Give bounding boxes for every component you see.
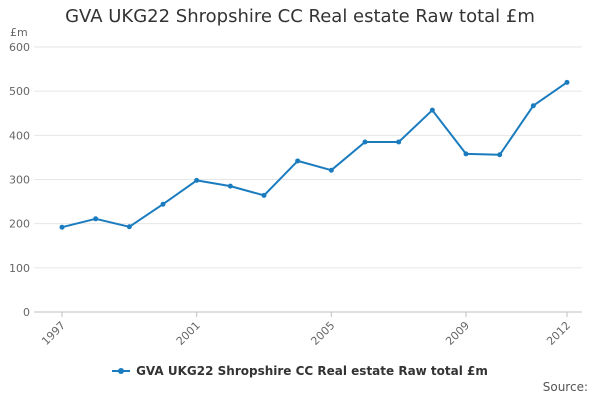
- x-tick-label: 2005: [308, 319, 337, 348]
- y-tick-label: 300: [9, 174, 30, 187]
- data-point[interactable]: [396, 139, 402, 145]
- data-point[interactable]: [362, 139, 368, 145]
- legend-line-marker-icon: [112, 366, 131, 376]
- data-point[interactable]: [564, 79, 570, 85]
- grid-lines: [34, 46, 582, 269]
- data-point[interactable]: [328, 167, 334, 173]
- x-tick-label: 2001: [174, 319, 203, 348]
- source-label: Source:: [542, 380, 588, 394]
- legend-label: GVA UKG22 Shropshire CC Real estate Raw …: [136, 364, 488, 378]
- data-point[interactable]: [126, 224, 132, 230]
- series-line: [61, 81, 568, 229]
- legend: GVA UKG22 Shropshire CC Real estate Raw …: [0, 364, 600, 378]
- data-point[interactable]: [261, 192, 267, 198]
- y-tick-label: 600: [9, 41, 30, 54]
- chart-title: GVA UKG22 Shropshire CC Real estate Raw …: [65, 6, 535, 27]
- x-tick-label: 2009: [443, 319, 472, 348]
- y-axis-unit-label: £m: [10, 26, 28, 39]
- y-tick-label: 0: [23, 306, 30, 319]
- data-point[interactable]: [194, 177, 200, 183]
- data-point[interactable]: [463, 151, 469, 157]
- series-lines: [59, 79, 570, 230]
- data-point[interactable]: [497, 152, 503, 158]
- data-point[interactable]: [93, 216, 99, 222]
- data-point[interactable]: [227, 183, 233, 189]
- y-tick-labels: 0 100 200 300 400 500 600: [9, 41, 30, 319]
- x-tick-labels: 1997 2001 2005 2009 2012: [39, 319, 573, 348]
- y-tick-label: 400: [9, 129, 30, 142]
- axes: [34, 311, 582, 317]
- data-point[interactable]: [59, 224, 65, 230]
- data-point[interactable]: [160, 201, 166, 207]
- data-point[interactable]: [295, 158, 301, 164]
- data-point[interactable]: [429, 107, 435, 113]
- y-tick-label: 200: [9, 218, 30, 231]
- data-point[interactable]: [530, 103, 536, 109]
- x-tick-label: 2012: [544, 319, 573, 348]
- y-tick-label: 100: [9, 262, 30, 275]
- y-tick-label: 500: [9, 85, 30, 98]
- x-tick-label: 1997: [39, 319, 68, 348]
